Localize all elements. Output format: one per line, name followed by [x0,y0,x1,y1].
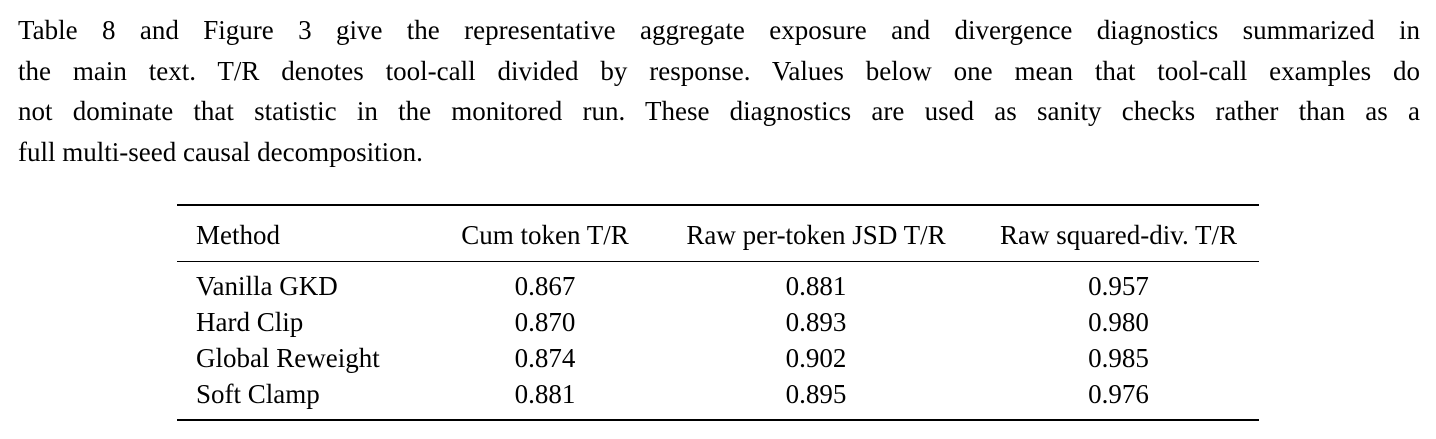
row-method: Global Reweight [196,343,380,374]
row-method: Hard Clip [196,307,304,338]
table-grid: Method Cum token T/R Raw per-token JSD T… [177,206,1259,261]
row-method: Vanilla GKD [196,271,338,302]
row-raw-jsd: 0.893 [785,307,847,338]
table-body: Vanilla GKD 0.867 0.881 0.957 Hard Clip … [177,262,1259,419]
row-raw-jsd: 0.881 [785,271,847,302]
paragraph-line: full multi-seed causal decomposition. [18,137,423,168]
body-paragraph: Table 8 and Figure 3 give the representa… [18,10,1420,173]
table-row: Vanilla GKD 0.867 0.881 0.957 [177,262,1259,304]
row-method: Soft Clamp [196,379,320,410]
table-row: Hard Clip 0.870 0.893 0.980 [177,304,1259,340]
row-raw-squared-div: 0.985 [1088,343,1149,374]
table-top-rule [177,204,1259,206]
diagnostics-table: Method Cum token T/R Raw per-token JSD T… [177,204,1259,422]
paragraph-line: Table 8 and Figure 3 give the representa… [18,15,1420,45]
header-raw-jsd: Raw per-token JSD T/R [686,220,946,250]
header-cum-token: Cum token T/R [461,220,629,250]
row-raw-squared-div: 0.957 [1088,271,1149,302]
row-raw-squared-div: 0.980 [1088,307,1149,338]
row-cum-token: 0.874 [514,343,576,374]
row-cum-token: 0.867 [514,271,576,302]
row-raw-jsd: 0.895 [785,379,847,410]
row-cum-token: 0.881 [514,379,576,410]
table-header-row: Method Cum token T/R Raw per-token JSD T… [177,206,1259,261]
header-raw-squared-div: Raw squared-div. T/R [1000,220,1237,250]
row-raw-squared-div: 0.976 [1088,379,1149,410]
table-row: Global Reweight 0.874 0.902 0.985 [177,340,1259,376]
table-mid-rule [177,261,1259,263]
row-cum-token: 0.870 [514,307,576,338]
row-raw-jsd: 0.902 [785,343,847,374]
paragraph-line: not dominate that statistic in the monit… [18,96,1420,127]
header-method: Method [196,220,280,250]
table-row: Soft Clamp 0.881 0.895 0.976 [177,376,1259,419]
paragraph-line: the main text. T/R denotes tool-call div… [18,55,1420,86]
table-bottom-rule [177,419,1259,422]
